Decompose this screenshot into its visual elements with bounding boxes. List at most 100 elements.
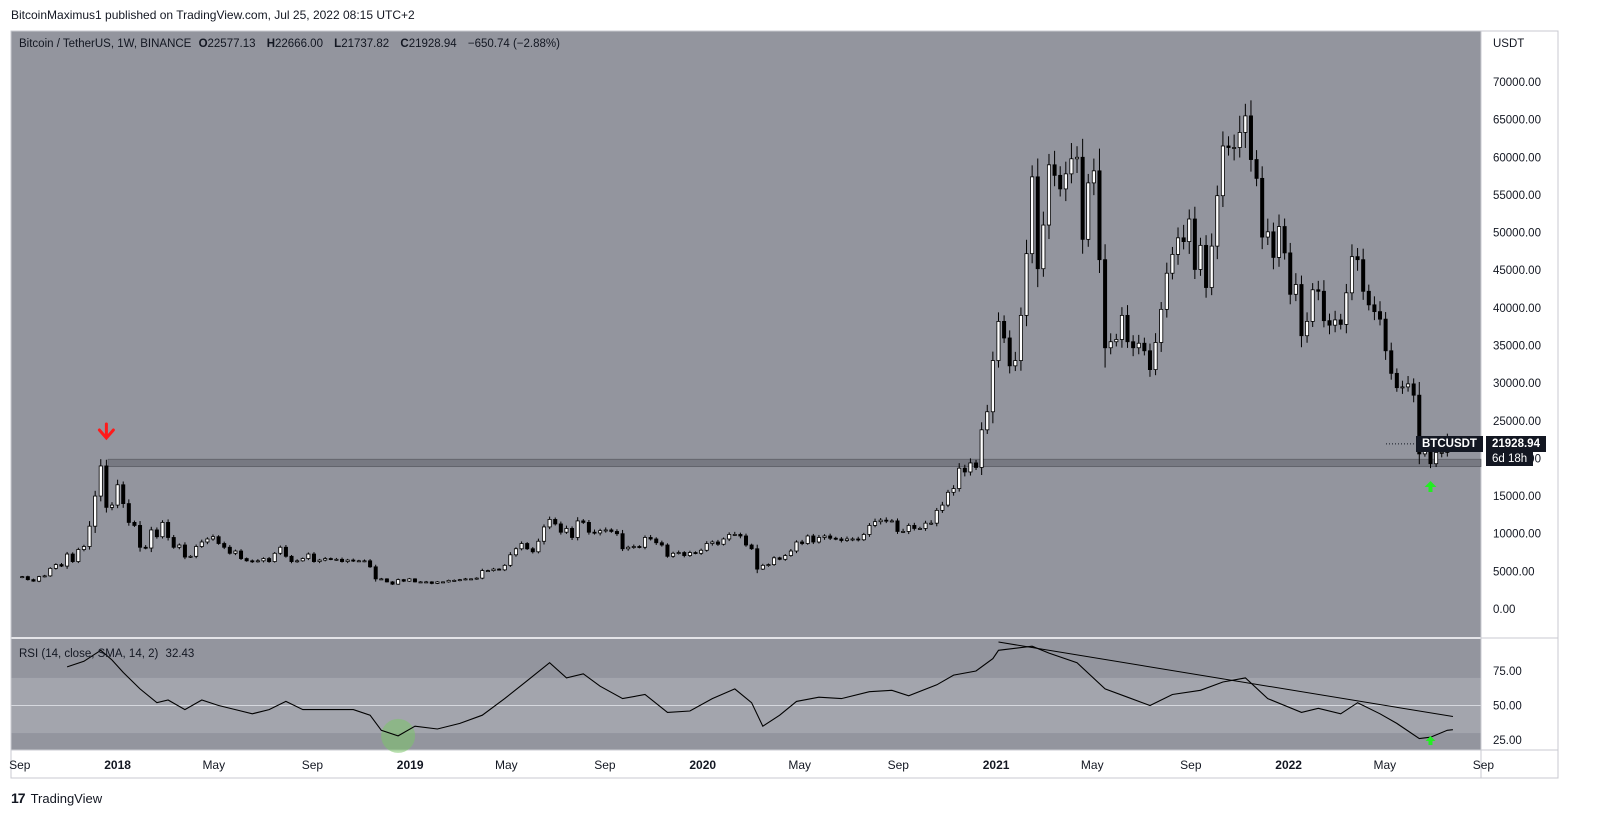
candle [457,578,462,582]
candle-body [1147,350,1152,370]
candle [1136,334,1141,355]
candle [418,581,423,584]
candle [665,543,670,558]
candle [334,557,339,561]
candle-body [721,538,726,545]
candle [1226,136,1231,156]
candle [699,548,704,555]
candle [1378,301,1383,326]
candle-body [177,544,182,548]
time-axis-label: Sep [1473,758,1495,772]
candle [1204,235,1209,298]
candle-body [1153,342,1158,370]
candle [1243,103,1248,148]
candle-body [665,544,670,557]
candle [1069,143,1074,184]
candle-body [227,546,232,554]
candle-body [345,559,350,562]
candle [749,543,754,550]
candle-body [1018,314,1023,361]
candle-body [1277,226,1282,258]
candle-body [384,578,389,583]
candle [227,545,232,555]
legend-symbol[interactable]: Bitcoin / TetherUS, 1W, BINANCE [19,38,192,50]
candle [306,552,311,561]
candle-body [676,552,681,554]
candle-body [783,555,788,560]
candle [1355,248,1360,271]
candle [98,459,103,502]
candle-body [396,579,401,585]
candle [1254,150,1259,187]
price-axis-tick: 45000.00 [1493,265,1541,277]
candle-body [979,429,984,468]
candle [1288,242,1293,305]
candle-body [715,541,720,545]
candle-body [968,462,973,473]
candle [682,551,687,558]
candle-body [867,525,872,535]
candle [648,534,653,541]
price-axis-tick: 60000.00 [1493,152,1541,164]
candle-body [210,536,215,540]
price-axis-tick: 70000.00 [1493,77,1541,89]
candle-body [1310,289,1315,322]
legend-high: H22666.00 [267,38,327,50]
candle-body [1035,176,1040,270]
candle-body [1063,173,1068,190]
footer-brand[interactable]: 17 TradingView [11,790,102,806]
candle-body [1007,337,1012,367]
candle-body [199,541,204,547]
time-axis-label: 2020 [689,758,716,772]
candle-body [31,579,36,582]
candle [491,567,496,572]
candle-body [951,488,956,493]
candle [1052,150,1057,187]
candle-body [800,541,805,544]
candle-body [1220,145,1225,197]
candle-body [1159,308,1164,343]
candle-body [788,550,793,556]
candle-body [328,558,333,560]
candle-body [816,537,821,543]
candle-body [654,538,659,544]
candle [1299,275,1304,348]
candle-body [278,546,283,554]
candle-body [1002,321,1007,339]
candle-body [1372,304,1377,313]
candle [715,539,720,546]
candle [166,519,171,541]
candle [777,556,782,561]
candle [194,544,199,559]
candle [895,518,900,534]
candle [626,545,631,551]
candle [542,524,547,545]
time-axis-label: May [495,758,518,772]
candle-body [1439,452,1444,454]
candle [1282,218,1287,260]
candle [676,550,681,555]
candle-body [1198,244,1203,270]
open-value: 22577.13 [207,38,256,50]
rsi-label[interactable]: RSI (14, close, SMA, 14, 2) [19,648,159,660]
candle [805,534,810,545]
candle [867,523,872,537]
candle-body [1321,290,1326,322]
candle [508,552,513,567]
arrow-down-icon [97,422,115,441]
candle [564,525,569,534]
candle [59,563,64,568]
candle [1187,209,1192,254]
candle-body [1187,218,1192,243]
candle [53,563,58,570]
candle [783,554,788,561]
candle [104,459,109,513]
candle-body [1265,231,1270,238]
candle-body [693,552,698,554]
publisher-line: BitcoinMaximus1 published on TradingView… [11,8,415,22]
candle-body [255,560,260,563]
candle [744,533,749,547]
candle-body [1052,164,1057,176]
candle-body [379,578,384,581]
